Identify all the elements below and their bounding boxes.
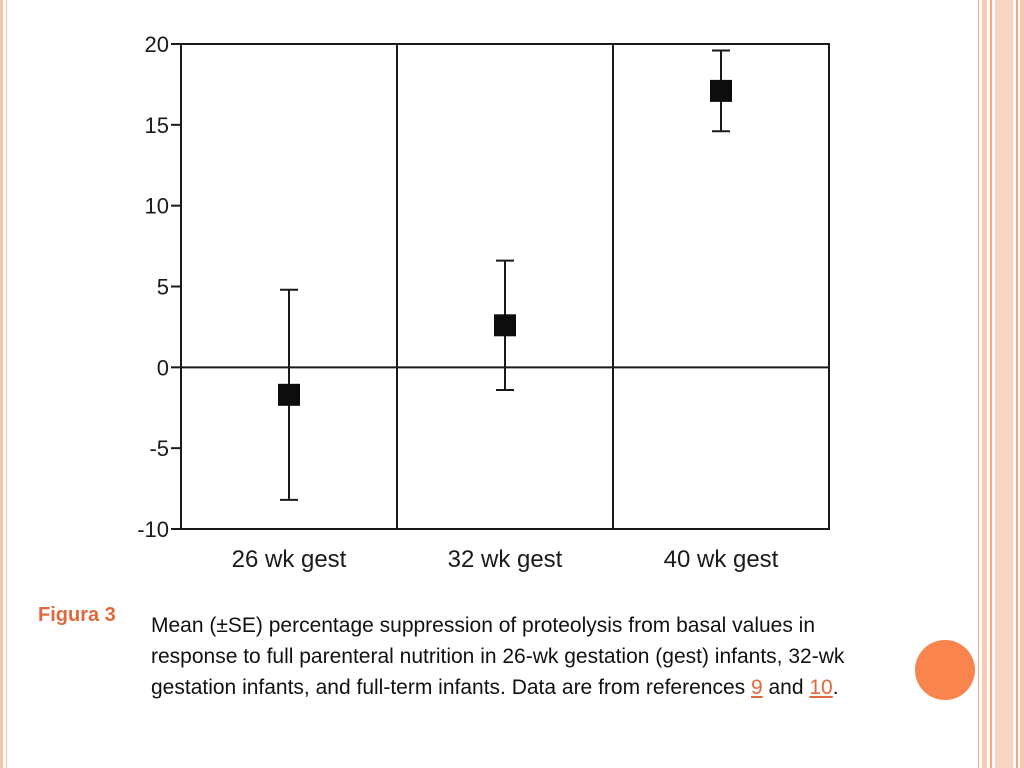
x-axis: 26 wk gest 32 wk gest 40 wk gest — [232, 546, 779, 573]
data-marks — [278, 49, 732, 501]
slide-border-right-stripe — [1020, 0, 1024, 768]
decorative-orange-dot — [915, 640, 975, 700]
x-category-label: 40 wk gest — [664, 546, 779, 573]
slide-border-left — [0, 0, 3, 768]
caption-text: Mean (±SE) percentage suppression of pro… — [151, 614, 845, 699]
mean-marker — [278, 383, 300, 406]
y-axis: 20 15 10 5 0 -5 -10 — [137, 32, 181, 542]
y-tick-label: 15 — [145, 113, 169, 138]
x-category-label: 32 wk gest — [448, 546, 563, 573]
slide-border-right-stripe — [978, 0, 979, 768]
y-tick-label: -10 — [137, 517, 169, 542]
reference-link-9[interactable]: 9 — [750, 676, 763, 699]
y-tick-label: 20 — [145, 32, 169, 57]
caption-end: . — [832, 676, 839, 699]
y-tick-label: 0 — [157, 355, 169, 380]
mean-marker — [710, 79, 732, 102]
slide-border-right-stripe — [990, 0, 992, 768]
figure-caption: Mean (±SE) percentage suppression of pro… — [151, 610, 871, 703]
slide-border-right-stripe — [982, 0, 987, 768]
reference-link-10[interactable]: 10 — [809, 676, 833, 699]
error-bar-chart: 20 15 10 5 0 -5 -10 26 wk gest 32 wk gest 40 wk … — [137, 32, 830, 573]
caption-and: and — [762, 676, 810, 699]
slide-border-right-stripe — [1016, 0, 1018, 768]
y-tick-label: 5 — [157, 275, 169, 300]
figure-label: Figura 3 — [38, 604, 116, 626]
y-tick-label: 10 — [145, 194, 169, 219]
x-category-label: 26 wk gest — [232, 546, 347, 573]
slide-border-left-thin — [6, 0, 7, 768]
slide-border-right-stripe — [995, 0, 1013, 768]
mean-marker — [494, 314, 516, 337]
y-tick-label: -5 — [149, 436, 169, 461]
